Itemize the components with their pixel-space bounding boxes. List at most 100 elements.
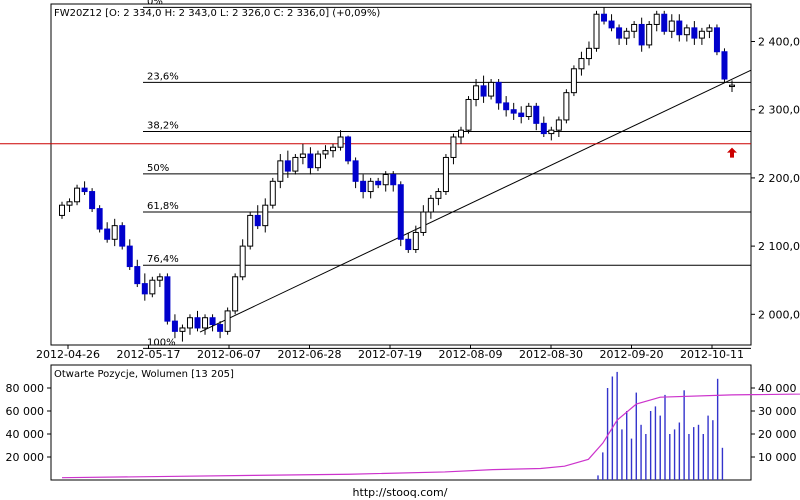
candle-body: [322, 150, 329, 155]
candle-body: [412, 231, 419, 251]
volume-left-tick-label: 80 000: [6, 382, 45, 395]
candle-body: [292, 156, 299, 172]
candle-body: [706, 27, 713, 32]
trend-line: [199, 69, 752, 333]
candle-body: [533, 105, 540, 124]
candle-body: [89, 191, 96, 210]
date-tick-label: 2012-04-26: [36, 348, 100, 361]
candle-body: [503, 102, 510, 111]
candle-body: [262, 204, 269, 227]
candle-body: [382, 174, 389, 186]
candle-body: [525, 105, 532, 118]
candle-body: [375, 180, 382, 186]
footer-url: http://stooq.com/: [353, 486, 448, 499]
fib-level-label: 50%: [147, 163, 169, 174]
candle-body: [473, 85, 480, 100]
candle-body: [111, 225, 118, 240]
candle-body: [563, 92, 570, 121]
fib-level-label: 0%: [147, 0, 163, 7]
date-tick-label: 2012-09-20: [600, 348, 664, 361]
candle-body: [420, 211, 427, 233]
candle-body: [299, 153, 306, 158]
price-tick-label: 2 300,0: [758, 104, 800, 117]
candle-body: [232, 276, 239, 312]
price-tick-label: 2 200,0: [758, 172, 800, 185]
volume-left-tick-label: 40 000: [6, 428, 45, 441]
candle-body: [81, 187, 88, 193]
price-panel: [50, 3, 752, 346]
candle-body: [74, 187, 81, 203]
date-tick-label: 2012-08-30: [519, 348, 583, 361]
price-tick-label: 2 400,0: [758, 36, 800, 49]
candle-body: [638, 23, 645, 46]
candle-body: [518, 112, 525, 118]
volume-left-tick-label: 20 000: [6, 451, 45, 464]
open-interest-line: [61, 393, 800, 479]
date-tick-label: 2012-06-07: [197, 348, 261, 361]
candle-body: [330, 146, 337, 152]
candle-body: [510, 109, 517, 114]
candle-body: [623, 30, 630, 39]
volume-right-axis: 10 000 20 000 30 000 40 000: [751, 382, 797, 464]
fib-level-label: 100%: [147, 337, 176, 348]
date-axis: 2012-04-26 2012-05-17 2012-06-07 2012-06-28…: [36, 345, 744, 361]
candle-body: [284, 160, 291, 172]
candle-body: [345, 136, 352, 162]
date-tick-label: 2012-06-28: [278, 348, 342, 361]
candle-body: [194, 317, 201, 329]
candle-body: [247, 214, 254, 247]
candle-body: [352, 160, 359, 182]
candle-body: [217, 324, 224, 332]
candle-body: [59, 204, 65, 216]
candle-body: [465, 98, 472, 131]
candle-body: [427, 197, 434, 213]
candle-body: [555, 119, 562, 131]
candle-body: [631, 23, 638, 32]
candle-body: [119, 225, 126, 247]
date-tick-label: 2012-05-17: [117, 348, 181, 361]
candlestick-series: [59, 7, 735, 342]
fib-level-label: 61,8%: [147, 201, 179, 212]
price-chart-title: FW20Z12 [O: 2 334,0 H: 2 343,0 L: 2 326,…: [54, 8, 380, 19]
candle-body: [570, 68, 577, 94]
arrow-shape: [727, 147, 737, 158]
candle-body: [450, 136, 457, 158]
candle-body: [367, 180, 374, 193]
candle-body: [488, 81, 495, 97]
candle-body: [540, 122, 547, 135]
volume-panel: [50, 364, 752, 481]
candle-body: [141, 283, 148, 295]
up-arrow-icon: [727, 147, 737, 158]
candle-body: [713, 27, 720, 53]
candle-body: [209, 317, 216, 326]
candle-body: [239, 245, 246, 278]
candle-body: [457, 129, 464, 138]
candle-body: [698, 30, 705, 39]
price-tick-label: 2 000,0: [758, 308, 800, 321]
date-tick-label: 2012-08-09: [439, 348, 503, 361]
candle-body: [134, 266, 141, 285]
fib-level-label: 23,6%: [147, 71, 179, 82]
candle-body: [435, 191, 442, 199]
candle-body: [254, 214, 261, 227]
candle-body: [668, 20, 675, 32]
candle-body: [442, 156, 449, 193]
fib-level-label: 38,2%: [147, 121, 179, 132]
candle-body: [480, 85, 487, 97]
candle-body: [360, 180, 367, 193]
candle-body: [307, 153, 314, 169]
volume-chart-title: Otwarte Pozycje, Wolumen [13 205]: [54, 369, 234, 380]
fib-level-label: 76,4%: [147, 254, 179, 265]
candle-body: [179, 327, 186, 332]
candle-body: [601, 13, 608, 22]
volume-right-tick-label: 40 000: [758, 382, 797, 395]
candle-body: [653, 13, 660, 25]
date-tick-label: 2012-07-19: [358, 348, 422, 361]
candle-body: [164, 276, 171, 322]
candle-body: [224, 310, 231, 332]
candle-body: [390, 174, 397, 186]
volume-right-tick-label: 20 000: [758, 428, 797, 441]
candle-body: [104, 228, 111, 240]
candle-body: [96, 208, 103, 230]
